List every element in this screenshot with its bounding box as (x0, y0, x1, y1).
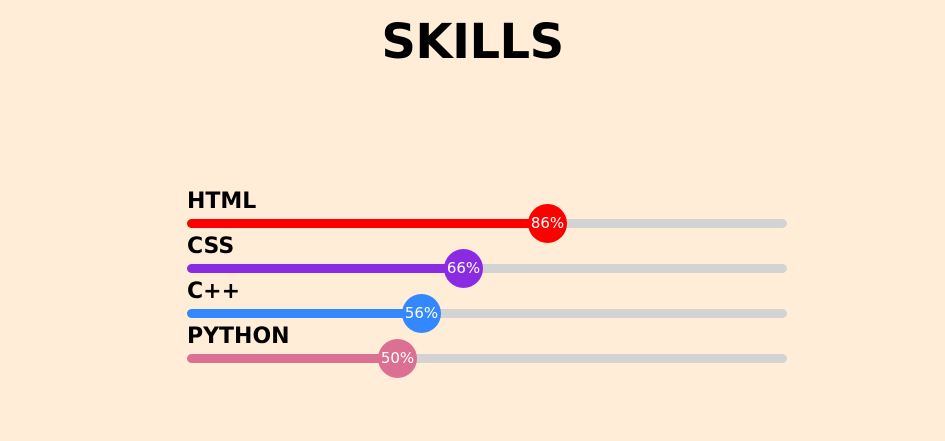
progress-track-python (187, 354, 787, 363)
progress-track-css (187, 264, 787, 273)
progress-badge-html: 86% (528, 204, 567, 243)
skill-label-python: PYTHON (187, 324, 290, 349)
progress-badge-css: 66% (444, 249, 483, 288)
progress-badge-python: 50% (378, 339, 417, 378)
progress-track-cpp (187, 309, 787, 318)
skill-label-css: CSS (187, 234, 235, 259)
progress-badge-cpp: 56% (402, 294, 441, 333)
progress-fill-html (187, 219, 547, 228)
progress-fill-cpp (187, 309, 421, 318)
skills-list: HTML 86% CSS 66% C++ 56% PYTHON 50% (187, 186, 787, 378)
progress-fill-css (187, 264, 463, 273)
progress-fill-python (187, 354, 397, 363)
progress-track-html (187, 219, 787, 228)
skill-row-cpp: C++ 56% (187, 276, 787, 333)
skill-row-css: CSS 66% (187, 231, 787, 288)
skill-row-python: PYTHON 50% (187, 321, 787, 378)
skill-label-html: HTML (187, 189, 257, 214)
skill-row-html: HTML 86% (187, 186, 787, 243)
page-title: SKILLS (381, 14, 564, 70)
skill-label-cpp: C++ (187, 279, 241, 304)
